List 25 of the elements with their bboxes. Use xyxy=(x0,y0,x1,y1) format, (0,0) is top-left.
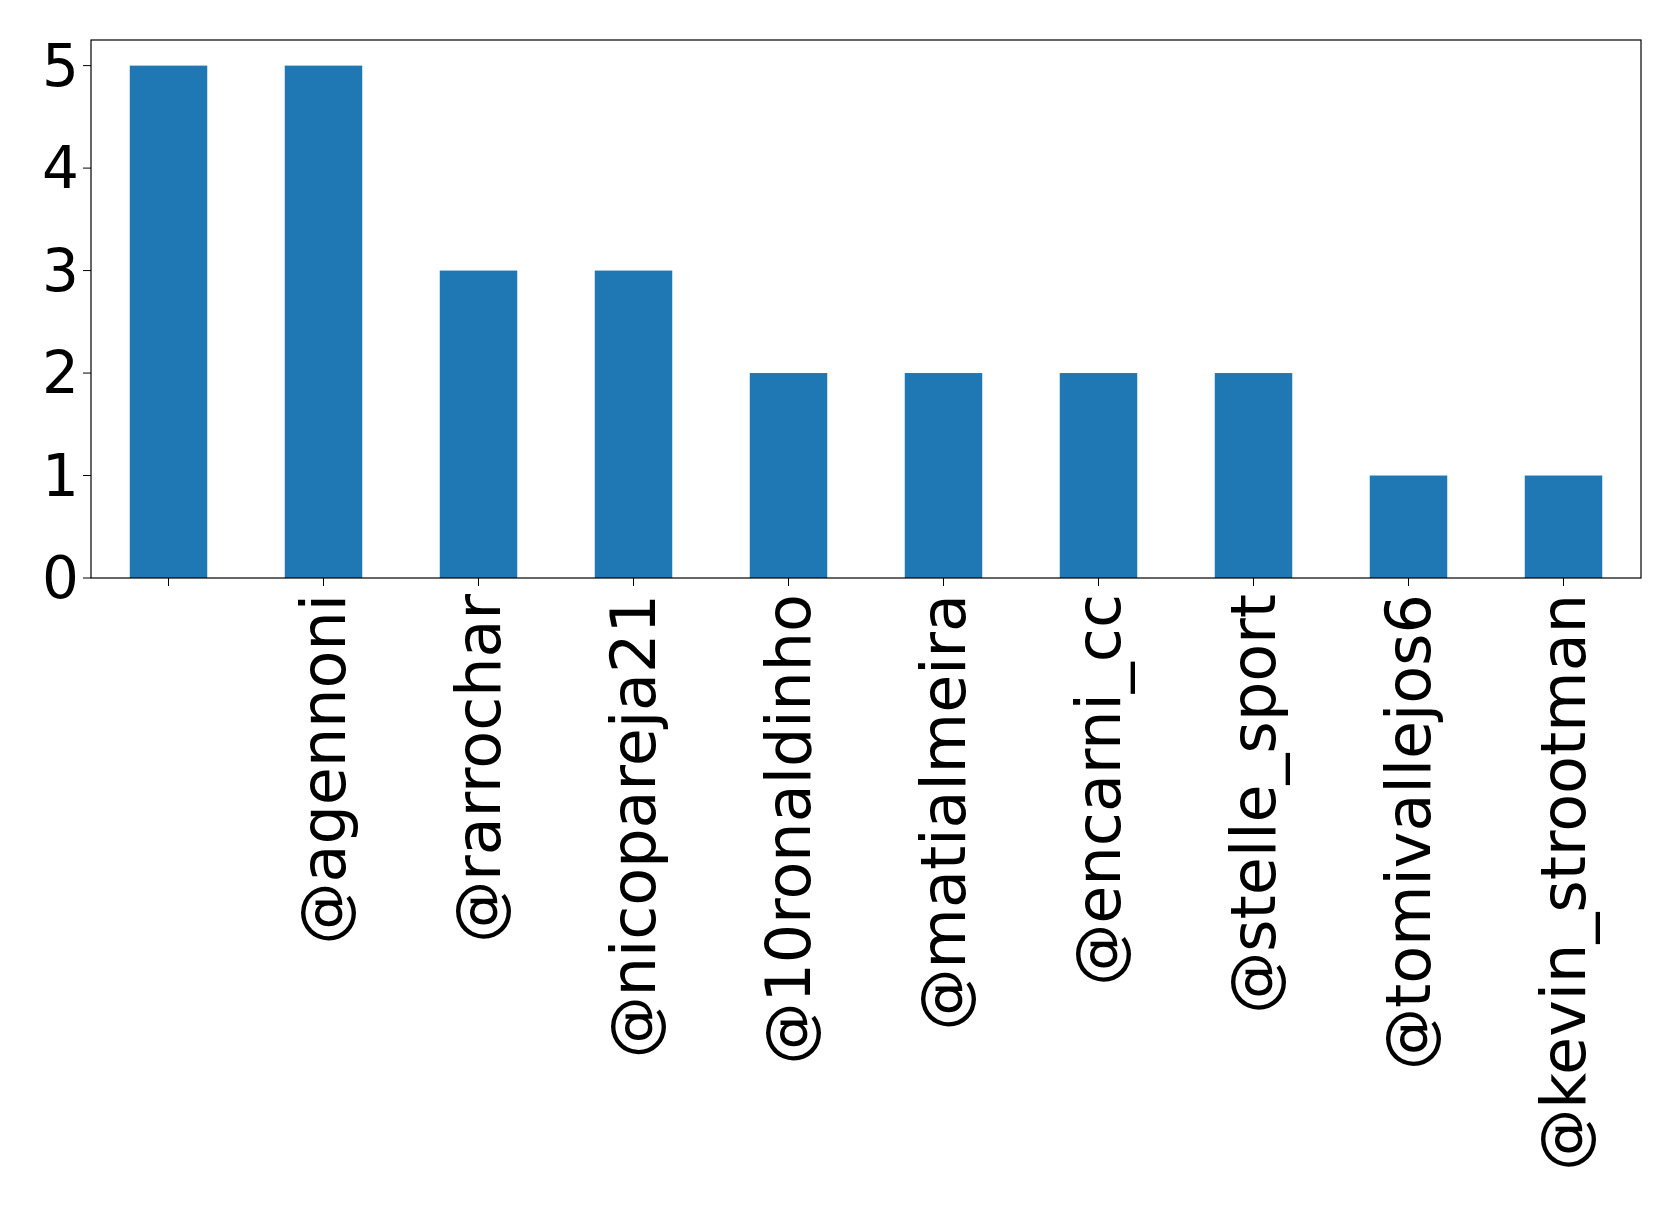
y-tick-label: 5 xyxy=(42,31,79,100)
x-tick-label: @rarrochar xyxy=(442,593,516,943)
y-tick-label: 2 xyxy=(42,339,79,408)
y-tick-label: 3 xyxy=(42,236,79,305)
x-tick-label: @stelle_sport xyxy=(1217,594,1291,1014)
bar xyxy=(1059,373,1138,578)
bar xyxy=(439,270,518,578)
bar xyxy=(1369,475,1448,578)
bar xyxy=(594,270,673,578)
x-tick-label: @agennoni xyxy=(287,594,361,945)
bar xyxy=(1214,373,1293,578)
x-tick-label: @nicopareja21 xyxy=(597,594,671,1059)
x-tick-label: @10ronaldinho xyxy=(752,594,826,1065)
bar xyxy=(1524,475,1603,578)
x-tick-label: @kevin_strootman xyxy=(1527,594,1601,1171)
y-tick-label: 0 xyxy=(42,544,79,613)
bar xyxy=(284,65,363,578)
x-tick-label: @matialmeira xyxy=(907,594,981,1031)
x-tick-label: @tomivallejos6 xyxy=(1372,594,1446,1071)
x-tick-label: @encarni_cc xyxy=(1062,594,1136,986)
bar xyxy=(904,373,983,578)
y-tick-label: 4 xyxy=(42,134,79,203)
bar xyxy=(129,65,208,578)
y-tick-label: 1 xyxy=(42,441,79,510)
bar xyxy=(749,373,828,578)
